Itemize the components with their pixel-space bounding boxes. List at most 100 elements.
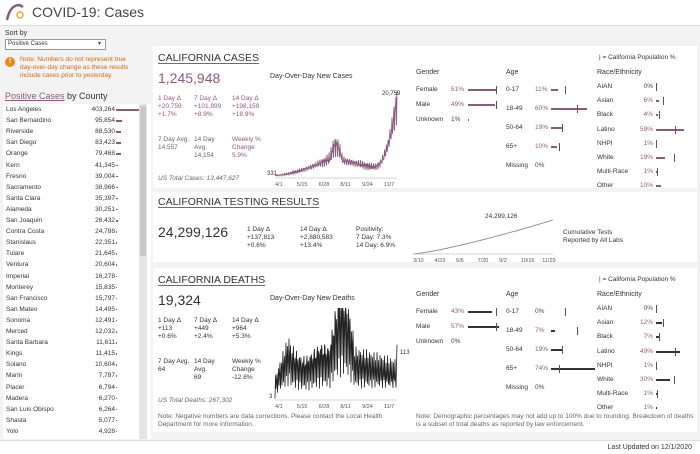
county-name: San Francisco	[6, 294, 48, 302]
county-name: Riverside	[6, 128, 34, 136]
county-bar	[116, 419, 117, 422]
cases-weekly-value: 5.9%	[232, 152, 247, 159]
gender-title: Gender	[416, 69, 440, 76]
county-row[interactable]: Santa Clara 35,397	[3, 193, 143, 204]
county-row[interactable]: Stanislaus 22,351	[3, 237, 143, 248]
county-row[interactable]: Santa Barbara 11,611	[3, 337, 143, 348]
cases-7day-pct: +8.9%	[194, 111, 213, 118]
race-label: Asian	[597, 97, 614, 105]
cases-total: 1,245,948	[158, 70, 221, 86]
county-bar	[116, 164, 119, 166]
population-tick	[674, 125, 676, 134]
county-row[interactable]: Placer 6,794	[3, 382, 143, 393]
ca-gov-logo[interactable]	[4, 2, 26, 22]
testing-1day-value: +137,813	[247, 234, 275, 241]
chevron-down-icon: ▼	[97, 41, 102, 47]
cases-avg14-label: 14 Day Avg.	[194, 136, 215, 151]
deaths-weekly-label: Weekly % Change	[232, 358, 261, 373]
county-row[interactable]: Los Angeles 403,264	[3, 104, 143, 115]
county-row[interactable]: Merced 12,032	[3, 326, 143, 337]
county-value: 6,270	[98, 394, 115, 402]
population-tick	[495, 101, 497, 109]
testing-1day: 1 Day Δ +137,813 +0.6%	[247, 226, 274, 250]
county-row[interactable]: San Joaquin 26,432	[3, 215, 143, 226]
county-row[interactable]: Tulare 21,645	[3, 248, 143, 259]
x-tick-label: 6/28	[319, 182, 330, 188]
cases-avg7-value: 14,557	[158, 144, 178, 151]
county-value: 16,278	[95, 272, 115, 280]
testing-14day-value: +2,880,583	[300, 234, 333, 241]
county-row[interactable]: Contra Costa 24,788	[3, 226, 143, 237]
county-row[interactable]: Solano 10,604	[3, 359, 143, 370]
testing-caption-line2: Reported by All Labs	[563, 237, 623, 244]
testing-caption-line1: Cumulative Tests	[563, 229, 613, 236]
x-tick-label: 4/1	[275, 404, 283, 410]
county-row[interactable]: Marin 7,787	[3, 370, 143, 381]
deaths-weekly: Weekly % Change -12.8%	[232, 358, 272, 382]
county-row[interactable]: Fresno 39,004	[3, 171, 143, 182]
county-bar	[116, 397, 117, 400]
county-row[interactable]: Madera 6,270	[3, 393, 143, 404]
county-row[interactable]: Sonoma 12,491	[3, 315, 143, 326]
county-list-scrollbar[interactable]	[139, 104, 147, 439]
scrollbar-thumb[interactable]	[140, 106, 146, 256]
county-row[interactable]: Orange 79,468	[3, 148, 143, 159]
county-bar	[116, 264, 118, 266]
population-tick	[673, 376, 675, 384]
population-tick	[673, 154, 675, 162]
age-label: 65+	[506, 365, 518, 372]
x-tick-label: 8/11	[340, 404, 350, 410]
county-row[interactable]: Riverside 88,530	[3, 126, 143, 137]
gender-label: Male	[416, 323, 431, 330]
county-name: Sacramento	[6, 183, 42, 191]
last-value-label: 113	[400, 350, 410, 356]
testing-title: CALIFORNIA TESTING RESULTS	[158, 196, 320, 208]
county-row[interactable]: Alameda 30,251	[3, 204, 143, 215]
county-bar	[116, 153, 121, 155]
age-label: Missing	[506, 162, 529, 169]
age-bar	[551, 368, 596, 370]
gender-title: Gender	[416, 291, 440, 298]
age-pct: 19%	[535, 124, 549, 131]
x-tick-label: 11/7	[384, 404, 394, 410]
cases-line	[274, 90, 398, 177]
sort-select[interactable]: Positive Cases ▼	[5, 39, 106, 50]
deaths-avg14-label: 14 Day Avg.	[194, 358, 215, 373]
county-row[interactable]: Shasta 5,077	[3, 415, 143, 426]
race-bar	[656, 100, 659, 103]
county-bar	[116, 408, 117, 411]
deaths-chart-title: Day-Over-Day New Deaths	[270, 295, 355, 302]
age-bar	[551, 349, 563, 351]
county-name: Orange	[6, 150, 28, 158]
county-row[interactable]: Sacramento 38,966	[3, 182, 143, 193]
county-row[interactable]: Monterey 15,835	[3, 282, 143, 293]
testing-chart: 3/10 4/23 6/6 7/20 9/2 10/16 11/29 24,299,126	[412, 213, 556, 262]
county-row[interactable]: Kern 41,345	[3, 160, 143, 171]
county-list-title-main: Positive Cases	[5, 91, 65, 101]
county-row[interactable]: Imperial 16,278	[3, 271, 143, 282]
county-list-title: Positive Cases by County	[5, 91, 108, 101]
cases-14day-pct: +18.9%	[232, 111, 255, 118]
age-label: Missing	[506, 384, 529, 391]
county-name: Sonoma	[6, 316, 31, 324]
population-tick	[674, 347, 676, 356]
county-row[interactable]: San Francisco 15,797	[3, 293, 143, 304]
county-row[interactable]: Ventura 20,604	[3, 259, 143, 270]
testing-line	[412, 219, 554, 255]
last-updated: Last Updated on 12/1/2020	[607, 444, 692, 451]
gender-label: Male	[416, 101, 431, 108]
age-pct: 0%	[535, 308, 545, 315]
county-row[interactable]: San Bernardino 95,854	[3, 115, 143, 126]
county-name: San Luis Obispo	[6, 405, 54, 413]
county-row[interactable]: San Diego 83,423	[3, 137, 143, 148]
county-row[interactable]: San Mateo 14,495	[3, 304, 143, 315]
gender-bar	[468, 326, 500, 328]
x-tick-label: 6/6	[456, 258, 464, 262]
testing-section: CALIFORNIA TESTING RESULTS 24,299,126 1 …	[153, 192, 697, 262]
county-row[interactable]: San Luis Obispo 6,264	[3, 404, 143, 415]
x-tick-label: 11/29	[542, 258, 555, 262]
race-bar	[656, 185, 661, 188]
county-row[interactable]: Yolo 4,928	[3, 426, 143, 437]
county-row[interactable]: Kings 11,415	[3, 348, 143, 359]
us-total-cases: US Total Cases: 13,447,627	[158, 175, 240, 182]
